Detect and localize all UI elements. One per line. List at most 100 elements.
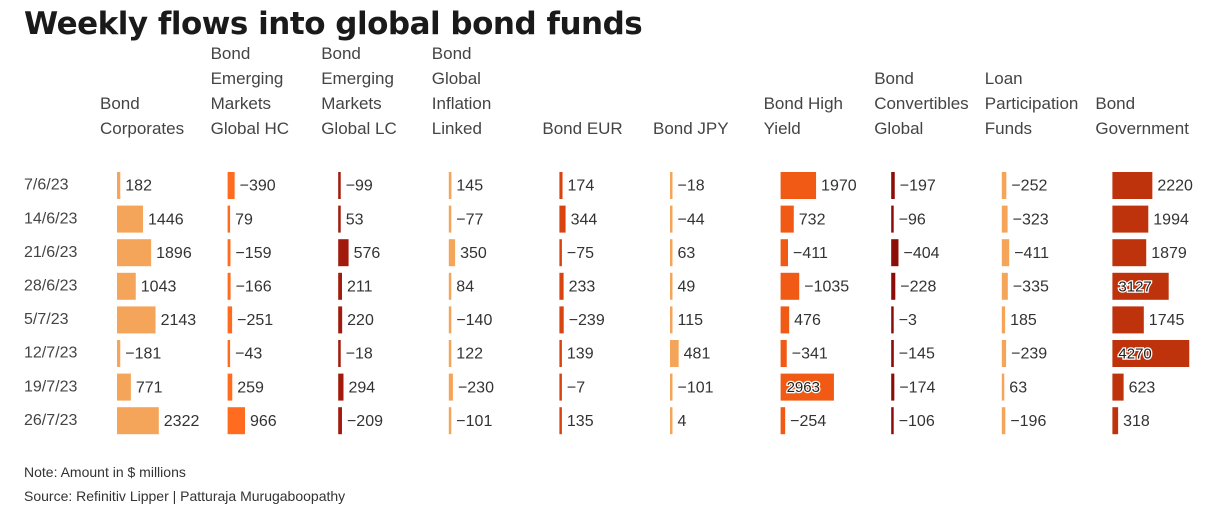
flow-value-label: −3	[899, 312, 917, 329]
flow-value-label: 318	[1123, 413, 1150, 430]
flow-value-label: 49	[678, 279, 696, 296]
flow-value-label: 1896	[156, 245, 192, 262]
flow-bar	[1112, 340, 1190, 367]
flow-bar	[670, 172, 673, 199]
flow-value-label: −159	[235, 245, 271, 262]
flow-value-label: 1745	[1149, 312, 1185, 329]
flow-value-label: −411	[1014, 245, 1049, 262]
flow-bar	[1001, 306, 1006, 334]
flow-value-label: −75	[567, 245, 594, 262]
flow-bar	[670, 306, 673, 334]
flow-bar	[227, 306, 233, 334]
flow-bar	[227, 172, 235, 199]
flow-bar	[227, 205, 231, 233]
column-header-line: Global LC	[321, 119, 397, 138]
flow-bar	[338, 272, 342, 300]
flow-bar	[780, 205, 794, 233]
column-header-line: Linked	[432, 119, 482, 138]
flow-value-label: −411	[793, 245, 828, 262]
flow-value-label: −106	[899, 413, 935, 430]
row-date-label: 28/6/23	[24, 278, 77, 295]
flow-bar	[780, 272, 800, 300]
flow-bar	[117, 306, 156, 334]
flow-value-label: 63	[1009, 379, 1027, 396]
flow-value-label: 2143	[161, 312, 197, 329]
column-header-line: Bond	[211, 44, 251, 63]
flow-bar	[780, 306, 790, 334]
flow-bar	[891, 172, 895, 199]
flow-value-label: 115	[678, 312, 704, 329]
flow-bar	[559, 340, 562, 367]
flow-value-label: −251	[237, 312, 273, 329]
flow-value-label: −404	[903, 245, 939, 262]
flow-value-label: 139	[567, 346, 594, 363]
flow-bar	[1001, 407, 1006, 435]
flow-bar	[227, 340, 231, 367]
flow-bar	[227, 239, 231, 267]
flow-value-label: 259	[237, 379, 264, 396]
flow-bar	[891, 407, 894, 435]
flow-bar	[448, 205, 452, 233]
flow-bar	[1112, 407, 1119, 435]
flow-bar	[227, 272, 231, 300]
flow-bar	[891, 373, 895, 401]
flow-value-label: −239	[569, 312, 605, 329]
flow-value-label: 79	[235, 211, 253, 228]
flow-value-label: 4	[678, 413, 687, 430]
flow-bar	[227, 407, 245, 435]
flow-bar	[1001, 205, 1008, 233]
flow-value-label: −1035	[804, 279, 849, 296]
column-header-line: Loan	[985, 69, 1023, 88]
flow-bar	[117, 272, 136, 300]
flow-bar	[780, 239, 788, 267]
flow-value-label: 344	[571, 211, 598, 228]
flow-bar	[338, 373, 344, 401]
chart-note: Note: Amount in $ millions	[24, 464, 186, 480]
flow-bar	[338, 239, 349, 267]
flow-value-label: −140	[456, 312, 492, 329]
flow-bar	[891, 205, 894, 233]
flow-value-label: −181	[125, 346, 161, 363]
column-header-line: Bond EUR	[542, 119, 622, 138]
flow-value-label: 1446	[148, 211, 184, 228]
flow-bar	[559, 407, 562, 435]
flow-bar	[117, 373, 131, 401]
flow-value-label: −390	[240, 178, 276, 195]
flow-value-label: −18	[678, 178, 705, 195]
flow-bar	[891, 239, 899, 267]
column-header-line: Global HC	[211, 119, 289, 138]
flow-value-label: 350	[460, 245, 487, 262]
flow-bar	[1112, 205, 1149, 233]
flow-value-label: −335	[1013, 279, 1049, 296]
flow-value-label: −196	[1010, 413, 1046, 430]
flow-bar	[670, 373, 673, 401]
column-header-line: Corporates	[100, 119, 184, 138]
flow-value-label: −341	[792, 346, 828, 363]
flow-bar	[117, 239, 152, 267]
flow-value-label: 2322	[164, 413, 200, 430]
row-date-label: 12/7/23	[24, 345, 77, 362]
flow-bar	[670, 407, 673, 435]
flow-bar	[891, 306, 894, 334]
flow-value-label: −166	[236, 279, 272, 296]
flow-bar	[780, 407, 786, 435]
flow-value-label: 145	[456, 178, 483, 195]
flow-bar	[448, 340, 452, 367]
flow-bar	[1001, 272, 1008, 300]
flow-value-label: 53	[346, 211, 364, 228]
column-header-line: Convertibles	[874, 94, 969, 113]
flow-bar	[338, 306, 343, 334]
flow-value-label: −101	[456, 413, 492, 430]
flow-value-label: −101	[678, 379, 714, 396]
row-date-label: 26/7/23	[24, 412, 77, 429]
flow-bar	[338, 205, 341, 233]
flow-value-label: 233	[569, 279, 596, 296]
chart-source: Source: Refinitiv Lipper | Patturaja Mur…	[24, 488, 346, 504]
column-header-line: Bond	[321, 44, 361, 63]
column-header-line: Bond	[432, 44, 472, 63]
flow-bar	[1001, 373, 1005, 401]
flow-value-label: −254	[790, 413, 826, 430]
column-header-line: Inflation	[432, 94, 492, 113]
column-header-line: Bond	[1095, 94, 1135, 113]
